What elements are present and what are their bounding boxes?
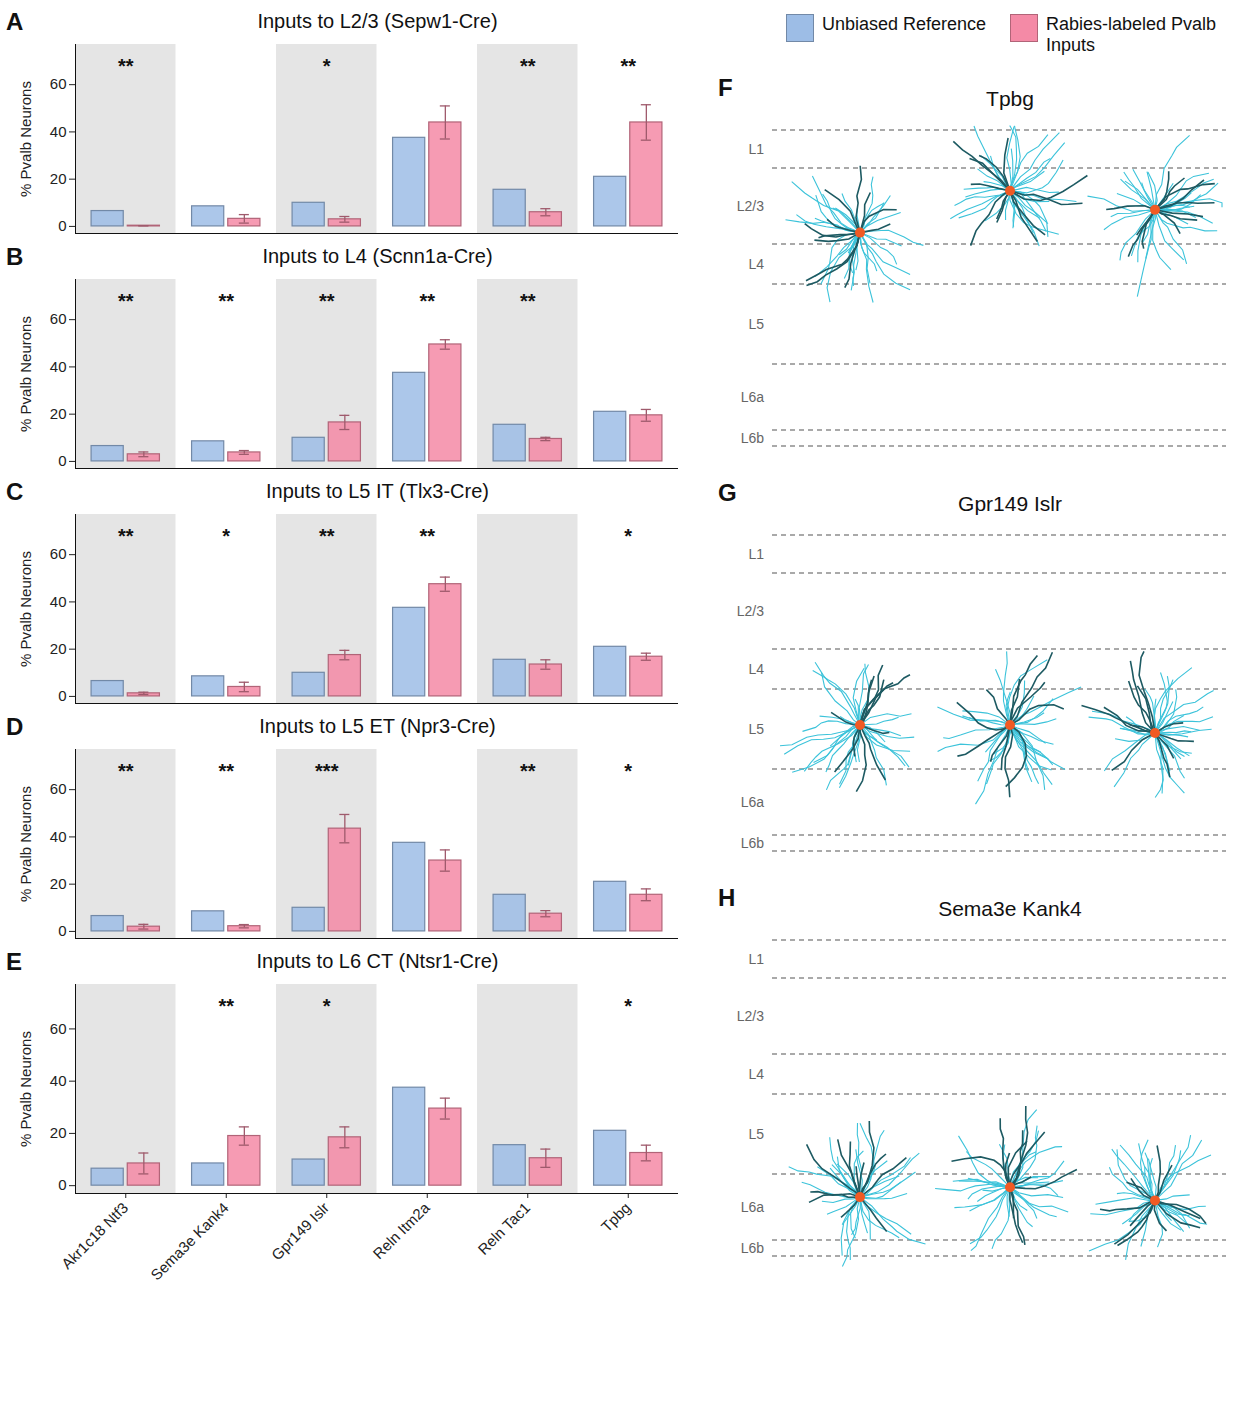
svg-text:L6a: L6a xyxy=(741,389,765,405)
html-text:Inputs to L4 (Scnn1a-Cre): Inputs to L4 (Scnn1a-Cre) xyxy=(262,245,493,267)
svg-text:L6a: L6a xyxy=(741,794,765,810)
svg-text:Gpr149 Islr: Gpr149 Islr xyxy=(958,492,1062,515)
svg-text:L2/3: L2/3 xyxy=(737,603,764,619)
html-text:Inputs to L5 ET (Npr3-Cre): Inputs to L5 ET (Npr3-Cre) xyxy=(259,715,496,737)
svg-text:Akr1c18 Ntf3: Akr1c18 Ntf3 xyxy=(58,1199,131,1272)
svg-text:*: * xyxy=(624,760,632,782)
svg-text:**: ** xyxy=(319,290,335,312)
html-text:E: E xyxy=(6,948,22,975)
html-text:C: C xyxy=(6,478,24,505)
svg-text:0: 0 xyxy=(58,687,66,704)
svg-text:**: ** xyxy=(118,55,134,77)
svg-text:20: 20 xyxy=(50,170,67,187)
svg-text:L5: L5 xyxy=(748,721,764,737)
svg-text:**: ** xyxy=(319,525,335,547)
svg-text:Tpbg: Tpbg xyxy=(986,87,1034,110)
svg-text:% Pvalb Neurons: % Pvalb Neurons xyxy=(17,786,34,902)
svg-text:**: ** xyxy=(419,290,435,312)
html-text:B: B xyxy=(6,243,24,270)
svg-text:*: * xyxy=(323,995,331,1017)
html-text:D: D xyxy=(6,713,24,740)
svg-text:**: ** xyxy=(520,55,536,77)
svg-text:L2/3: L2/3 xyxy=(737,1008,764,1024)
html-text:Inputs to L6 CT (Ntsr1-Cre): Inputs to L6 CT (Ntsr1-Cre) xyxy=(256,950,499,972)
svg-text:60: 60 xyxy=(50,780,67,797)
svg-text:**: ** xyxy=(620,55,636,77)
svg-text:*: * xyxy=(323,55,331,77)
svg-text:L5: L5 xyxy=(748,316,764,332)
html-text:Unbiased Reference: Unbiased Reference xyxy=(821,14,986,34)
svg-text:**: ** xyxy=(218,760,234,782)
svg-text:20: 20 xyxy=(50,640,67,657)
html-text:A: A xyxy=(6,8,24,35)
svg-text:G: G xyxy=(718,479,737,506)
svg-text:60: 60 xyxy=(50,75,67,92)
svg-text:% Pvalb Neurons: % Pvalb Neurons xyxy=(17,316,34,432)
svg-text:0: 0 xyxy=(58,922,66,939)
svg-text:L1: L1 xyxy=(748,141,764,157)
svg-text:L6b: L6b xyxy=(741,835,765,851)
html-text:Inputs to L5 IT (Tlx3-Cre): Inputs to L5 IT (Tlx3-Cre) xyxy=(266,480,489,502)
svg-text:**: ** xyxy=(218,290,234,312)
svg-text:*: * xyxy=(222,525,230,547)
svg-text:L6b: L6b xyxy=(741,1240,765,1256)
svg-text:**: ** xyxy=(419,525,435,547)
svg-text:H: H xyxy=(718,884,735,911)
svg-text:L5: L5 xyxy=(748,1126,764,1142)
html-text:Rabies-labeled Pvalb Inputs: Rabies-labeled Pvalb Inputs xyxy=(1046,14,1217,55)
svg-text:**: ** xyxy=(118,760,134,782)
svg-text:*: * xyxy=(624,995,632,1017)
svg-text:Sema3e Kank4: Sema3e Kank4 xyxy=(147,1199,232,1284)
svg-text:40: 40 xyxy=(50,1072,67,1089)
svg-text:40: 40 xyxy=(50,828,67,845)
svg-text:% Pvalb Neurons: % Pvalb Neurons xyxy=(17,551,34,667)
svg-text:L2/3: L2/3 xyxy=(737,198,764,214)
svg-text:% Pvalb Neurons: % Pvalb Neurons xyxy=(17,81,34,197)
svg-text:L4: L4 xyxy=(748,256,764,272)
svg-text:Reln Tac1: Reln Tac1 xyxy=(474,1199,533,1258)
html-text:Inputs to L2/3 (Sepw1-Cre): Inputs to L2/3 (Sepw1-Cre) xyxy=(257,10,498,32)
svg-text:60: 60 xyxy=(50,545,67,562)
svg-text:Gpr149 Islr: Gpr149 Islr xyxy=(268,1199,332,1263)
svg-text:Sema3e Kank4: Sema3e Kank4 xyxy=(938,897,1082,920)
svg-text:L4: L4 xyxy=(748,1066,764,1082)
svg-text:0: 0 xyxy=(58,452,66,469)
svg-text:L1: L1 xyxy=(748,546,764,562)
svg-text:20: 20 xyxy=(50,1124,67,1141)
svg-text:60: 60 xyxy=(50,310,67,327)
svg-text:20: 20 xyxy=(50,405,67,422)
svg-text:% Pvalb Neurons: % Pvalb Neurons xyxy=(17,1031,34,1147)
svg-text:40: 40 xyxy=(50,358,67,375)
svg-text:F: F xyxy=(718,74,733,101)
svg-text:**: ** xyxy=(218,995,234,1017)
svg-text:L6b: L6b xyxy=(741,430,765,446)
svg-text:**: ** xyxy=(520,290,536,312)
svg-text:40: 40 xyxy=(50,123,67,140)
svg-text:**: ** xyxy=(118,525,134,547)
svg-text:L1: L1 xyxy=(748,951,764,967)
svg-text:***: *** xyxy=(315,760,339,782)
svg-text:**: ** xyxy=(520,760,536,782)
svg-text:0: 0 xyxy=(58,1176,66,1193)
svg-text:L4: L4 xyxy=(748,661,764,677)
svg-text:0: 0 xyxy=(58,217,66,234)
svg-text:Tpbg: Tpbg xyxy=(598,1199,634,1235)
svg-text:60: 60 xyxy=(50,1020,67,1037)
svg-text:20: 20 xyxy=(50,875,67,892)
svg-text:*: * xyxy=(624,525,632,547)
svg-text:**: ** xyxy=(118,290,134,312)
svg-text:Reln Itm2a: Reln Itm2a xyxy=(369,1198,433,1262)
svg-text:L6a: L6a xyxy=(741,1199,765,1215)
svg-text:40: 40 xyxy=(50,593,67,610)
